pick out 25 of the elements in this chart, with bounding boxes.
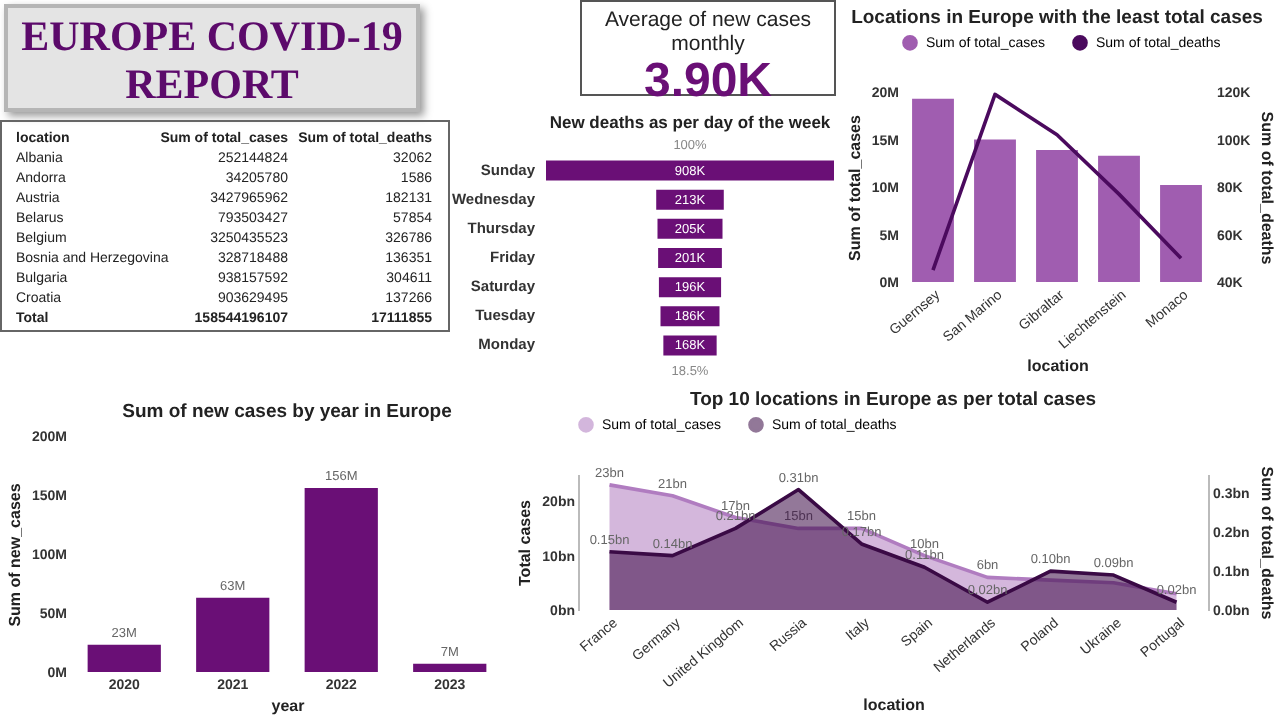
y2-axis-title: Sum of total_deaths	[1258, 111, 1277, 266]
x-axis-title: location	[863, 695, 925, 714]
chart-title: Sum of new cases by year in Europe	[122, 401, 452, 423]
y-axis-title: Sum of total_cases	[845, 113, 864, 261]
text: 3.90K	[641, 54, 775, 108]
bar	[974, 139, 1016, 282]
x-axis-title: location	[1027, 356, 1089, 375]
chart-title: Top 10 locations in Europe as per total cases	[689, 389, 1097, 411]
y2-axis-title: Sum of total_deaths	[1257, 466, 1276, 621]
line-series	[931, 92, 1183, 272]
bar	[1036, 149, 1078, 282]
bar	[413, 663, 487, 672]
bar	[1098, 155, 1140, 282]
text: Average of new cases monthly	[602, 8, 814, 56]
bar	[304, 487, 378, 672]
bar	[912, 98, 954, 282]
y-axis-title: Total cases	[516, 498, 535, 586]
y-axis-title: Sum of new_cases	[5, 482, 24, 627]
bar	[87, 644, 161, 672]
text: New deaths as per day of the week	[549, 111, 831, 132]
bar	[1160, 185, 1202, 282]
text: EUROPE COVID-19 REPORT	[4, 4, 420, 112]
x-axis-title: year	[271, 697, 305, 715]
bar	[196, 597, 270, 672]
chart-title: Locations in Europe with the least total cases	[851, 7, 1263, 29]
